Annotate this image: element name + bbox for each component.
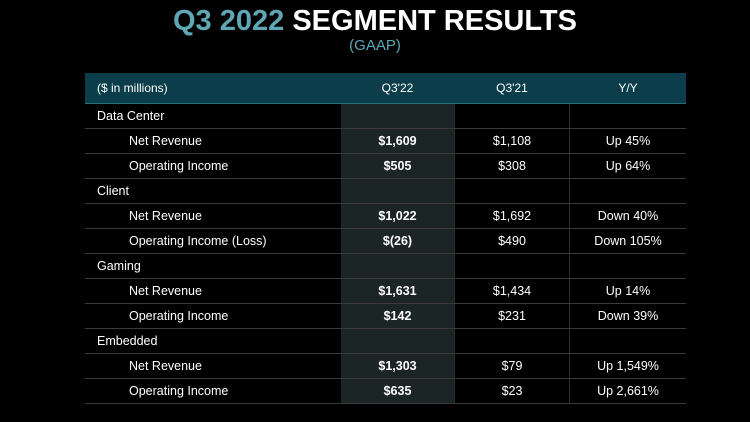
cell-q3-22: $142 (383, 309, 412, 323)
table-row: Net Revenue $1,631 $1,434 Up 14% (85, 279, 686, 304)
cell-yy: Down 39% (597, 309, 659, 323)
row-label: Net Revenue (129, 134, 202, 148)
table-header-row: ($ in millions) Q3'22 Q3'21 Y/Y (85, 73, 686, 104)
cell-yy: Down 105% (594, 234, 662, 248)
cell-yy: Up 1,549% (597, 359, 659, 373)
segment-label: Gaming (97, 259, 141, 273)
cell-q3-22: $505 (383, 159, 412, 173)
column-header-yy: Y/Y (618, 81, 638, 95)
row-label: Operating Income (Loss) (129, 234, 267, 248)
cell-q3-22: $635 (383, 384, 412, 398)
cell-q3-21: $1,108 (492, 134, 532, 148)
cell-yy: Up 45% (605, 134, 651, 148)
title-quarter: Q3 2022 (173, 5, 285, 37)
table-row: Operating Income $142 $231 Down 39% (85, 304, 686, 329)
table-row-segment: Data Center (85, 104, 686, 129)
cell-q3-21: $308 (498, 159, 526, 173)
table-row: Net Revenue $1,303 $79 Up 1,549% (85, 354, 686, 379)
row-label: Net Revenue (129, 359, 202, 373)
page-title: Q3 2022 SEGMENT RESULTS (0, 4, 750, 38)
table-row-segment: Embedded (85, 329, 686, 354)
segment-label: Embedded (97, 334, 158, 348)
segment-label: Client (97, 184, 129, 198)
row-label: Net Revenue (129, 284, 202, 298)
table-row-segment: Client (85, 179, 686, 204)
cell-q3-22: $(26) (382, 234, 413, 248)
cell-q3-21: $23 (501, 384, 523, 398)
cell-q3-21: $231 (498, 309, 526, 323)
table-row: Operating Income (Loss) $(26) $490 Down … (85, 229, 686, 254)
cell-q3-22: $1,303 (378, 359, 417, 373)
cell-q3-22: $1,609 (378, 134, 417, 148)
cell-q3-22: $1,631 (378, 284, 417, 298)
cell-yy: Up 64% (605, 159, 651, 173)
table-row: Operating Income $635 $23 Up 2,661% (85, 379, 686, 404)
cell-q3-22: $1,022 (378, 209, 417, 223)
row-label: Operating Income (129, 159, 229, 173)
cell-q3-21: $79 (501, 359, 523, 373)
column-header-units: ($ in millions) (97, 81, 168, 95)
row-label: Net Revenue (129, 209, 202, 223)
cell-q3-21: $1,434 (492, 284, 532, 298)
segment-label: Data Center (97, 109, 165, 123)
row-label: Operating Income (129, 384, 229, 398)
cell-q3-21: $1,692 (492, 209, 532, 223)
row-label: Operating Income (129, 309, 229, 323)
cell-yy: Up 14% (605, 284, 651, 298)
table-row: Net Revenue $1,022 $1,692 Down 40% (85, 204, 686, 229)
page-subtitle: (GAAP) (349, 37, 401, 54)
cell-yy: Down 40% (597, 209, 659, 223)
column-header-q3-22: Q3'22 (381, 81, 414, 95)
segment-results-table: ($ in millions) Q3'22 Q3'21 Y/Y Data Cen… (85, 73, 686, 404)
title-text: SEGMENT RESULTS (292, 5, 577, 37)
table-body: Data Center Net Revenue $1,609 $1,108 Up… (85, 104, 686, 404)
table-row-segment: Gaming (85, 254, 686, 279)
table-row: Operating Income $505 $308 Up 64% (85, 154, 686, 179)
table-row: Net Revenue $1,609 $1,108 Up 45% (85, 129, 686, 154)
column-header-q3-21: Q3'21 (496, 81, 528, 95)
cell-yy: Up 2,661% (597, 384, 659, 398)
cell-q3-21: $490 (498, 234, 526, 248)
